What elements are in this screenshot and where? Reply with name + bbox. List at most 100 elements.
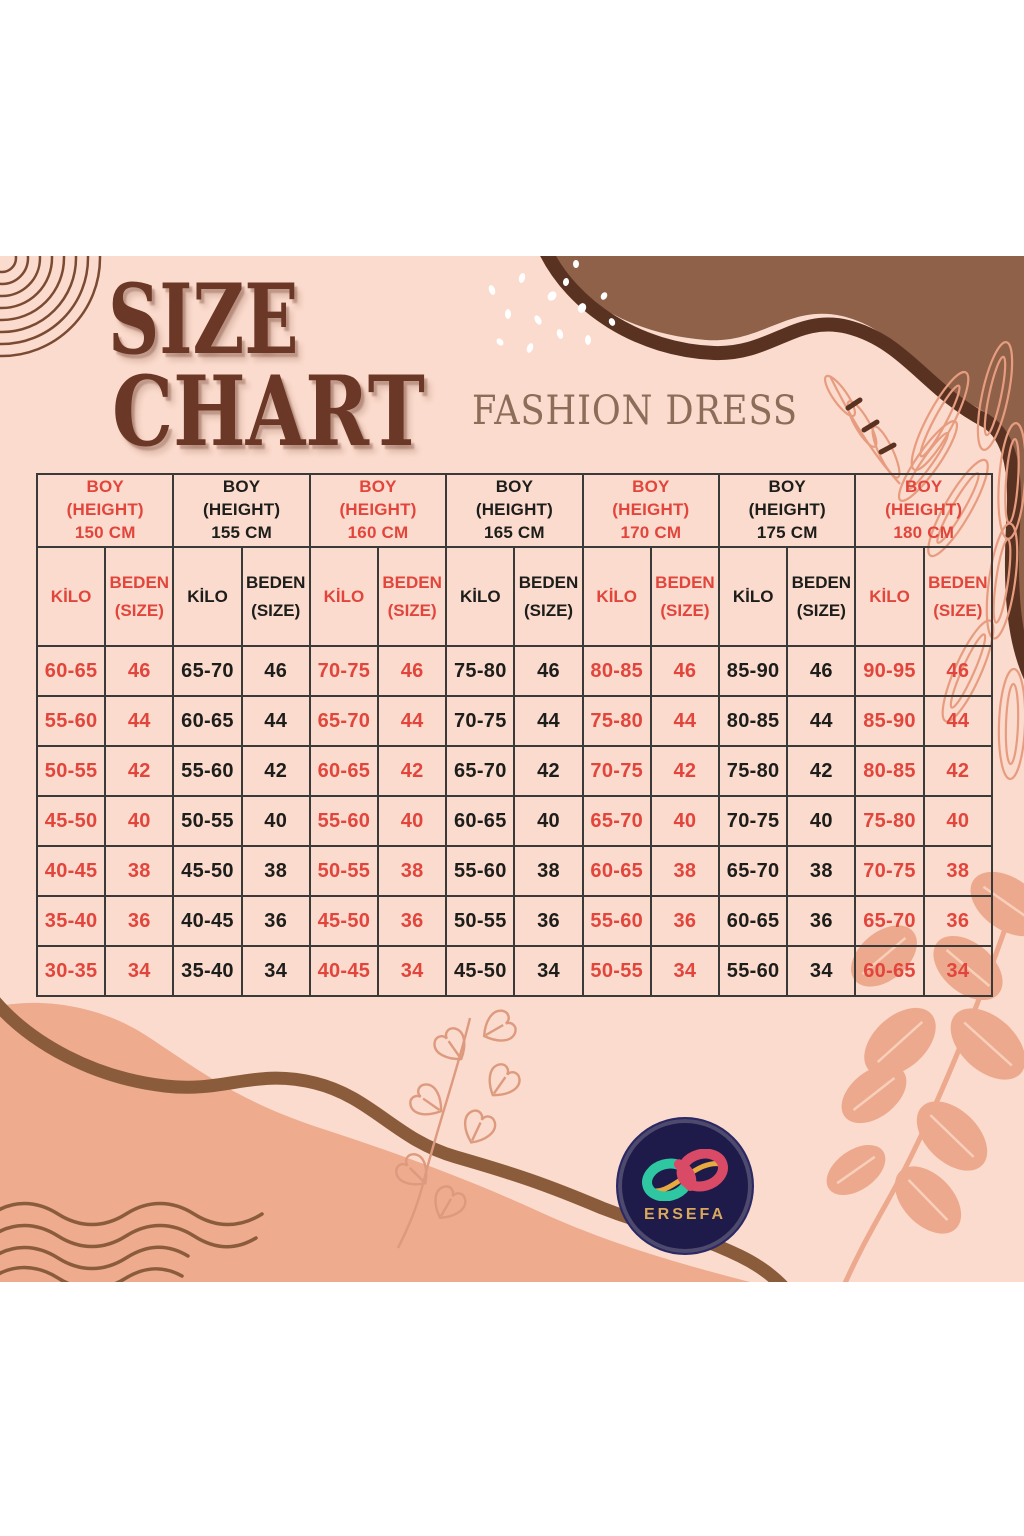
height-header-cell: BOY (HEIGHT) 150 CM xyxy=(35,473,175,548)
beden-header-cell: BEDEN (SIZE) xyxy=(922,546,994,647)
kilo-cell: 80-85 xyxy=(581,645,652,697)
kilo-cell: 65-70 xyxy=(854,895,925,947)
size-cell: 40 xyxy=(240,795,311,847)
kilo-header-cell: KİLO xyxy=(854,546,925,647)
size-cell: 38 xyxy=(649,845,721,897)
size-cell: 42 xyxy=(786,745,857,797)
page-title-line1: SIZE xyxy=(108,263,299,376)
kilo-cell: 80-85 xyxy=(718,695,789,747)
kilo-cell: 60-65 xyxy=(308,745,380,797)
kilo-cell: 75-80 xyxy=(445,645,516,697)
kilo-cell: 50-55 xyxy=(172,795,243,847)
size-cell: 34 xyxy=(649,945,721,997)
poster-canvas: SIZE CHART FASHION DRESS BOY (HEIGHT) 15… xyxy=(0,256,1024,1282)
height-header-cell: BOY (HEIGHT) 160 CM xyxy=(308,473,448,548)
kilo-cell: 60-65 xyxy=(35,645,107,697)
beden-header-cell: BEDEN (SIZE) xyxy=(377,546,448,647)
size-cell: 46 xyxy=(786,645,857,697)
kilo-cell: 65-70 xyxy=(445,745,516,797)
kilo-cell: 70-75 xyxy=(854,845,925,897)
height-header-cell: BOY (HEIGHT) 165 CM xyxy=(445,473,584,548)
size-cell: 42 xyxy=(649,745,721,797)
kilo-header-cell: KİLO xyxy=(35,546,107,647)
size-cell: 44 xyxy=(240,695,311,747)
size-cell: 40 xyxy=(104,795,175,847)
kilo-cell: 65-70 xyxy=(581,795,652,847)
size-cell: 34 xyxy=(377,945,448,997)
size-cell: 38 xyxy=(922,845,994,897)
size-cell: 42 xyxy=(240,745,311,797)
size-cell: 46 xyxy=(513,645,584,697)
kilo-cell: 60-65 xyxy=(854,945,925,997)
kilo-cell: 30-35 xyxy=(35,945,107,997)
page-subtitle: FASHION DRESS xyxy=(472,388,798,434)
kilo-header-cell: KİLO xyxy=(718,546,789,647)
kilo-cell: 50-55 xyxy=(308,845,380,897)
size-table-body: 60-65 46 65-70 46 70-75 46 75-80 46 80-85 46 85-90… xyxy=(35,645,994,997)
kilo-cell: 60-65 xyxy=(445,795,516,847)
kilo-cell: 35-40 xyxy=(35,895,107,947)
kilo-cell: 65-70 xyxy=(718,845,789,897)
height-header-cell: BOY (HEIGHT) 155 CM xyxy=(172,473,311,548)
kilo-cell: 70-75 xyxy=(308,645,380,697)
sprig-line-art-icon xyxy=(823,374,901,485)
kilo-cell: 55-60 xyxy=(718,945,789,997)
kilo-cell: 55-60 xyxy=(172,745,243,797)
table-row: 45-50 40 50-55 40 55-60 40 60-65 40 65-70 40 70-75… xyxy=(35,795,994,847)
size-cell: 46 xyxy=(649,645,721,697)
kilo-cell: 40-45 xyxy=(35,845,107,897)
kilo-cell: 75-80 xyxy=(854,795,925,847)
size-cell: 36 xyxy=(240,895,311,947)
kilo-cell: 75-80 xyxy=(581,695,652,747)
kilo-cell: 70-75 xyxy=(718,795,789,847)
kilo-header-cell: KİLO xyxy=(581,546,652,647)
table-row: 35-40 36 40-45 36 45-50 36 50-55 36 55-60 36 60-65… xyxy=(35,895,994,947)
beden-header-cell: BEDEN (SIZE) xyxy=(240,546,311,647)
size-cell: 42 xyxy=(377,745,448,797)
size-cell: 38 xyxy=(377,845,448,897)
size-cell: 36 xyxy=(104,895,175,947)
size-cell: 44 xyxy=(922,695,994,747)
size-cell: 36 xyxy=(922,895,994,947)
size-cell: 40 xyxy=(377,795,448,847)
kilo-cell: 50-55 xyxy=(581,945,652,997)
size-cell: 40 xyxy=(922,795,994,847)
kilo-cell: 60-65 xyxy=(718,895,789,947)
kilo-cell: 55-60 xyxy=(35,695,107,747)
height-header-cell: BOY (HEIGHT) 170 CM xyxy=(581,473,721,548)
size-cell: 42 xyxy=(104,745,175,797)
kilo-cell: 85-90 xyxy=(718,645,789,697)
brand-logo: ERSEFA xyxy=(616,1117,754,1255)
size-cell: 46 xyxy=(104,645,175,697)
table-row: 55-60 44 60-65 44 65-70 44 70-75 44 75-80 44 80-85… xyxy=(35,695,994,747)
kilo-header-cell: KİLO xyxy=(172,546,243,647)
table-row: 30-35 34 35-40 34 40-45 34 45-50 34 50-55 34 55-60… xyxy=(35,945,994,997)
beden-header-cell: BEDEN (SIZE) xyxy=(513,546,584,647)
size-cell: 36 xyxy=(513,895,584,947)
kilo-cell: 85-90 xyxy=(854,695,925,747)
infinity-logo-icon xyxy=(642,1148,728,1201)
size-cell: 36 xyxy=(377,895,448,947)
size-cell: 44 xyxy=(513,695,584,747)
kilo-header-cell: KİLO xyxy=(308,546,380,647)
size-cell: 44 xyxy=(377,695,448,747)
size-table: BOY (HEIGHT) 150 CM BOY (HEIGHT) 155 CM BO… xyxy=(35,473,994,997)
kilo-cell: 40-45 xyxy=(172,895,243,947)
kilo-cell: 70-75 xyxy=(581,745,652,797)
size-cell: 38 xyxy=(240,845,311,897)
brand-name: ERSEFA xyxy=(643,1205,726,1223)
kilo-cell: 50-55 xyxy=(445,895,516,947)
sub-header-row: KİLO BEDEN (SIZE) KİLO BEDEN (SIZE) KİLO BEDE… xyxy=(35,546,994,647)
kilo-cell: 45-50 xyxy=(308,895,380,947)
kilo-cell: 45-50 xyxy=(172,845,243,897)
size-cell: 34 xyxy=(104,945,175,997)
kilo-cell: 45-50 xyxy=(445,945,516,997)
beden-header-cell: BEDEN (SIZE) xyxy=(649,546,721,647)
beden-header-cell: BEDEN (SIZE) xyxy=(786,546,857,647)
kilo-cell: 55-60 xyxy=(445,845,516,897)
size-cell: 46 xyxy=(922,645,994,697)
concentric-circles-icon xyxy=(0,256,102,358)
height-header-cell: BOY (HEIGHT) 175 CM xyxy=(718,473,857,548)
kilo-cell: 90-95 xyxy=(854,645,925,697)
